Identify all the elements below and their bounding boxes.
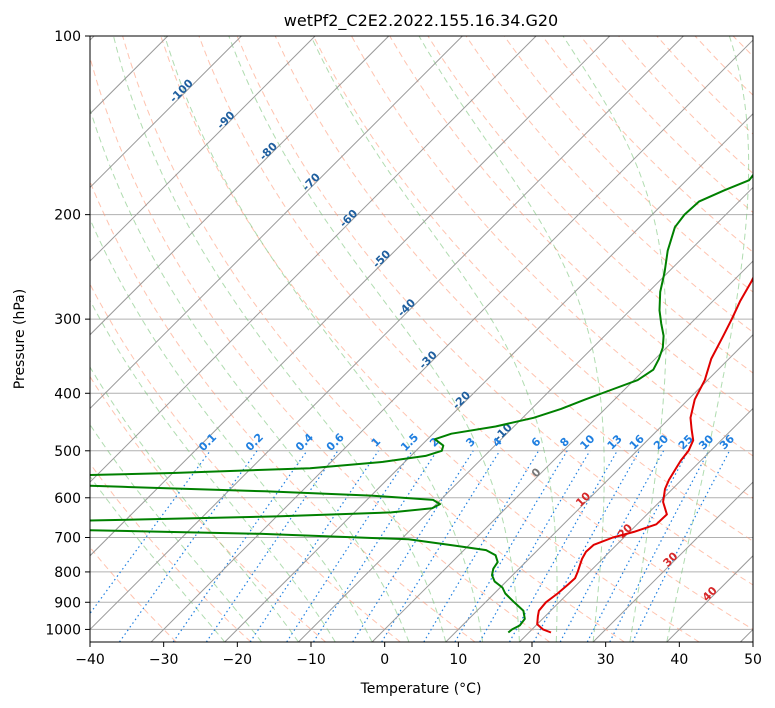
y-tick-label: 800 <box>54 565 81 581</box>
dry-adiabat <box>198 36 753 630</box>
isotherm <box>371 260 753 642</box>
x-tick-label: 10 <box>449 652 467 668</box>
x-tick-label: 0 <box>380 652 389 668</box>
plot-area: -100-90-80-70-60-50-40-30-20-100.1 0.2 0.4… <box>90 36 753 642</box>
y-tick-label: 300 <box>54 312 81 328</box>
dry-adiabat <box>160 36 700 642</box>
x-tick-label: 40 <box>670 652 688 668</box>
isotherm <box>298 186 753 642</box>
moist-adiabat <box>164 36 484 642</box>
moist-adiabat <box>113 36 447 642</box>
dewpoint-line <box>90 173 753 634</box>
moist-adiabat <box>228 36 520 642</box>
dry-adiabat <box>274 36 753 542</box>
y-tick-label: 600 <box>54 491 81 507</box>
dry-adiabat <box>312 36 753 499</box>
mixing-ratio-line <box>559 450 665 642</box>
moist-adiabat <box>418 36 605 642</box>
isotherm <box>90 36 390 336</box>
x-tick-label: −40 <box>75 652 105 668</box>
chart-title: wetPf2_C2E2.2022.155.16.34.G20 <box>284 11 558 31</box>
mixing-ratio-line <box>205 450 339 642</box>
isotherm <box>90 36 537 483</box>
moist-adiabat <box>90 107 410 642</box>
isotherm <box>90 36 316 262</box>
moist-adiabat <box>562 36 667 642</box>
plot-frame <box>89 35 754 643</box>
profiles <box>90 173 753 634</box>
y-tick-label: 200 <box>54 208 81 224</box>
mixing-ratio-line <box>312 450 438 642</box>
y-axis-ticks: 100 200 300 400 500 600 700 800 900 1000 <box>45 29 90 638</box>
mixing-ratio-line <box>286 450 413 642</box>
dry-adiabat <box>122 36 625 642</box>
x-axis-label: Temperature (°C) <box>360 681 482 697</box>
isotherm <box>150 39 753 642</box>
x-tick-label: 20 <box>523 652 541 668</box>
mixing-ratio-line <box>249 450 379 642</box>
x-tick-label: −30 <box>149 652 179 668</box>
x-tick-label: 50 <box>744 652 762 668</box>
isotherm <box>90 36 611 557</box>
isotherm <box>90 36 463 410</box>
y-tick-label: 500 <box>54 444 81 460</box>
y-tick-label: 1000 <box>45 622 81 638</box>
x-tick-label: −20 <box>223 652 253 668</box>
mixing-ratio-line <box>423 450 540 642</box>
dry-adiabat <box>90 55 550 642</box>
y-tick-label: 100 <box>54 29 81 45</box>
pressure-gridlines <box>90 36 753 630</box>
dry-adiabat <box>503 36 753 293</box>
dry-adiabat <box>236 36 753 586</box>
y-tick-label: 400 <box>54 386 81 402</box>
isotherm <box>592 481 753 642</box>
isotherm <box>224 113 753 642</box>
isotherm <box>90 36 242 189</box>
isotherm <box>90 36 684 631</box>
isotherms <box>90 36 753 642</box>
isotherm <box>519 407 753 642</box>
isotherm <box>445 334 753 642</box>
x-tick-label: 30 <box>597 652 615 668</box>
moist-adiabat <box>90 217 373 642</box>
y-axis-label: Pressure (hPa) <box>12 289 28 389</box>
mixing-ratio-line <box>454 450 568 642</box>
moist-adiabat <box>90 299 336 642</box>
moist-adiabat <box>310 36 558 642</box>
x-axis-ticks: −40 −30 −20 −10 0 10 20 30 40 50 <box>75 642 762 668</box>
temperature-line <box>536 276 753 634</box>
y-tick-label: 700 <box>54 531 81 547</box>
mixing-ratio-line <box>172 450 308 642</box>
x-tick-label: −10 <box>296 652 326 668</box>
y-tick-label: 900 <box>54 595 81 611</box>
moist-adiabat <box>666 36 750 642</box>
mixing-ratio-line <box>352 450 474 642</box>
